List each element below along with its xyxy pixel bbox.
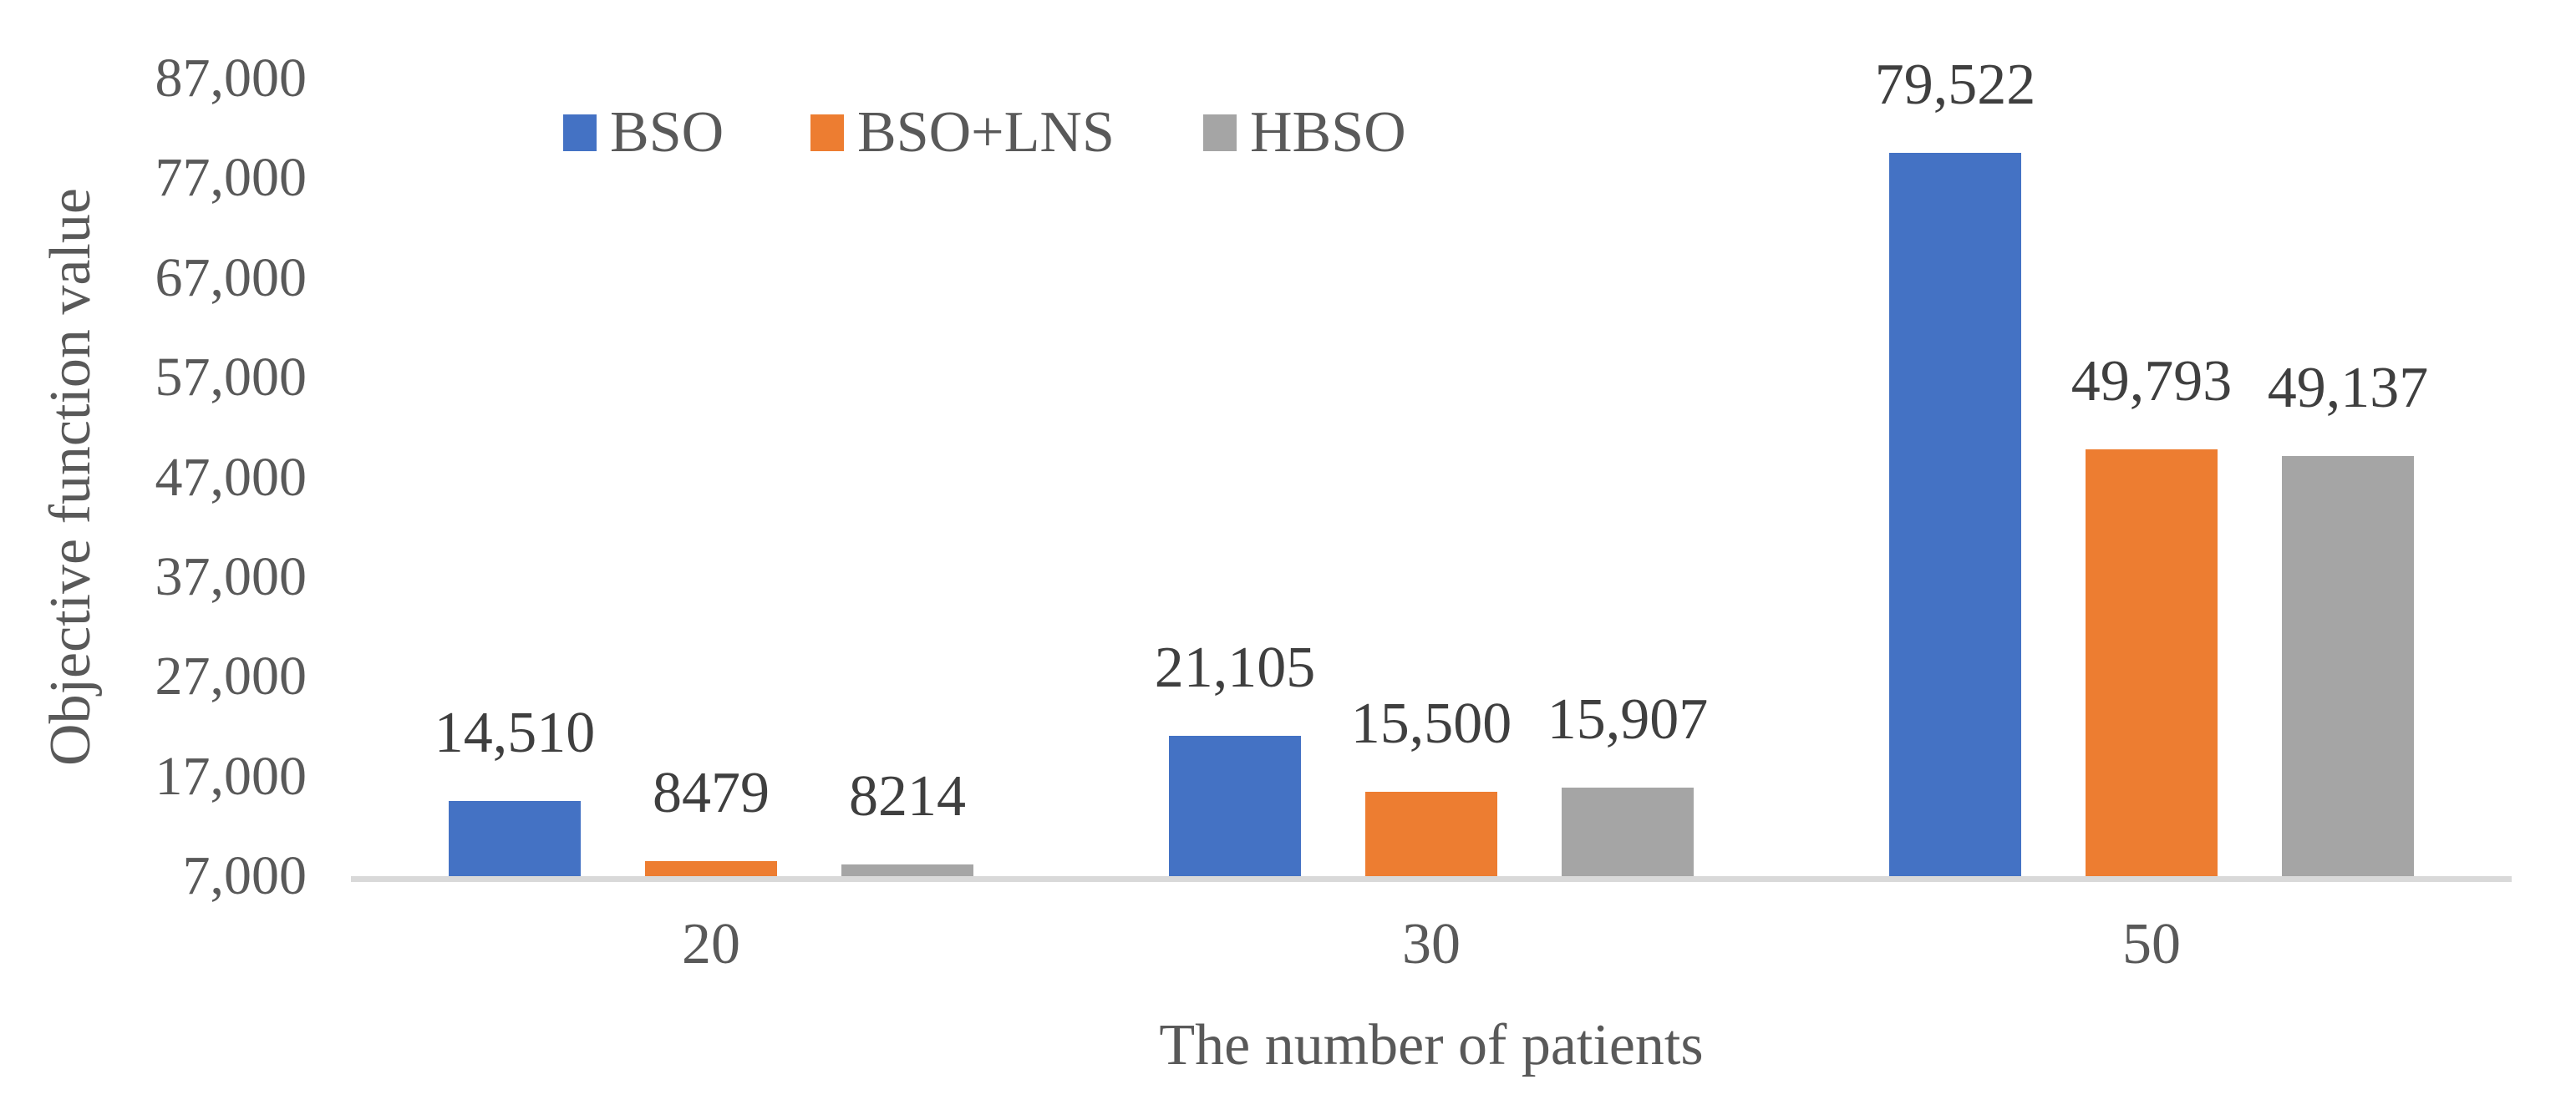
bar-value-label: 49,137 bbox=[2267, 356, 2429, 420]
legend-item-hbso: HBSO bbox=[1203, 100, 1406, 165]
legend-item-bso+lns: BSO+LNS bbox=[810, 100, 1115, 165]
y-tick-label: 77,000 bbox=[155, 147, 307, 209]
bar-bso-30 bbox=[1169, 736, 1301, 876]
x-tick-label: 30 bbox=[1402, 912, 1461, 976]
bar-value-label: 21,105 bbox=[1154, 636, 1316, 700]
bar-bso+lns-50 bbox=[2086, 449, 2218, 876]
legend-label: BSO bbox=[610, 100, 724, 165]
y-tick-label: 57,000 bbox=[155, 347, 307, 408]
bar-value-label: 14,510 bbox=[434, 701, 596, 765]
legend-item-bso: BSO bbox=[563, 100, 724, 165]
bar-hbso-20 bbox=[841, 864, 973, 876]
x-tick-label: 50 bbox=[2122, 912, 2181, 976]
y-tick-label: 67,000 bbox=[155, 246, 307, 308]
legend-swatch bbox=[563, 114, 597, 151]
bar-bso+lns-30 bbox=[1365, 792, 1497, 876]
bar-value-label: 15,500 bbox=[1350, 692, 1512, 756]
legend-swatch bbox=[810, 114, 844, 151]
bar-bso-50 bbox=[1889, 153, 2021, 876]
legend-swatch bbox=[1203, 114, 1237, 151]
x-tick-label: 20 bbox=[682, 912, 740, 976]
legend-label: HBSO bbox=[1250, 100, 1406, 165]
bar-value-label: 8479 bbox=[653, 761, 770, 825]
x-axis-line bbox=[351, 876, 2512, 882]
y-tick-label: 37,000 bbox=[155, 545, 307, 607]
bar-bso-20 bbox=[449, 801, 581, 876]
x-axis-title: The number of patients bbox=[1159, 1013, 1704, 1077]
y-tick-label: 7,000 bbox=[182, 845, 307, 906]
bar-value-label: 8214 bbox=[849, 764, 966, 829]
bar-hbso-30 bbox=[1562, 788, 1694, 876]
bar-value-label: 15,907 bbox=[1547, 687, 1709, 752]
y-tick-label: 87,000 bbox=[155, 48, 307, 109]
bar-value-label: 79,522 bbox=[1874, 53, 2036, 117]
bar-hbso-50 bbox=[2282, 456, 2414, 876]
y-tick-label: 17,000 bbox=[155, 745, 307, 807]
y-tick-label: 47,000 bbox=[155, 446, 307, 508]
y-axis-title: Objective function value bbox=[38, 188, 103, 766]
bar-value-label: 49,793 bbox=[2070, 349, 2233, 413]
bar-bso+lns-20 bbox=[645, 861, 777, 876]
legend-label: BSO+LNS bbox=[857, 100, 1115, 165]
y-tick-label: 27,000 bbox=[155, 646, 307, 707]
